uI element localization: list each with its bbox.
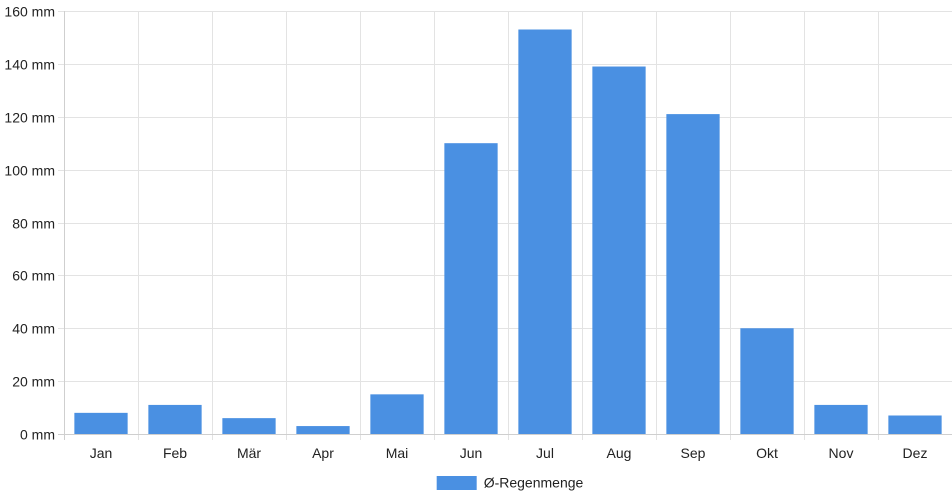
y-tick-label: 60 mm xyxy=(12,268,55,284)
y-tick-label: 40 mm xyxy=(12,321,55,337)
x-tick-label: Okt xyxy=(756,445,778,461)
bar-aug[interactable] xyxy=(592,66,646,435)
x-tick-label: Apr xyxy=(312,445,334,461)
bar-okt[interactable] xyxy=(740,328,794,434)
x-tick-label: Mär xyxy=(237,445,261,461)
x-tick-label: Aug xyxy=(607,445,632,461)
bar-apr[interactable] xyxy=(296,426,350,434)
bar-mai[interactable] xyxy=(370,394,424,434)
chart-grid xyxy=(58,11,952,440)
bar-dez[interactable] xyxy=(888,415,942,434)
bar-nov[interactable] xyxy=(814,404,868,434)
bar-jul[interactable] xyxy=(518,29,572,434)
bar-jan[interactable] xyxy=(74,412,128,434)
bar-jun[interactable] xyxy=(444,143,498,434)
y-tick-label: 20 mm xyxy=(12,374,55,390)
bar-mär[interactable] xyxy=(222,418,276,434)
x-axis-tick-labels: Jan Feb Mär Apr Mai Jun Jul Aug Sep Okt Nov Dez xyxy=(90,445,928,461)
x-tick-label: Feb xyxy=(163,445,187,461)
x-tick-label: Mai xyxy=(386,445,409,461)
y-tick-label: 120 mm xyxy=(4,110,55,126)
y-axis-tick-labels: 0 mm 20 mm 40 mm 60 mm 80 mm 100 mm 120 mm 140 … xyxy=(4,4,55,443)
x-tick-label: Nov xyxy=(829,445,854,461)
y-tick-label: 0 mm xyxy=(20,427,55,443)
chart-bars xyxy=(74,29,942,435)
legend-label: Ø-Regenmenge xyxy=(484,475,584,491)
y-tick-label: 100 mm xyxy=(4,163,55,179)
x-tick-label: Jan xyxy=(90,445,113,461)
legend-swatch xyxy=(436,476,477,490)
y-tick-label: 160 mm xyxy=(4,4,55,20)
x-tick-label: Jun xyxy=(460,445,483,461)
chart-axes xyxy=(58,11,952,440)
bar-sep[interactable] xyxy=(666,114,720,434)
x-tick-label: Dez xyxy=(903,445,928,461)
x-tick-label: Jul xyxy=(536,445,554,461)
chart-legend[interactable]: Ø-Regenmenge xyxy=(436,475,584,491)
y-tick-label: 80 mm xyxy=(12,216,55,232)
bar-feb[interactable] xyxy=(148,404,202,434)
y-tick-label: 140 mm xyxy=(4,57,55,73)
x-tick-label: Sep xyxy=(681,445,706,461)
